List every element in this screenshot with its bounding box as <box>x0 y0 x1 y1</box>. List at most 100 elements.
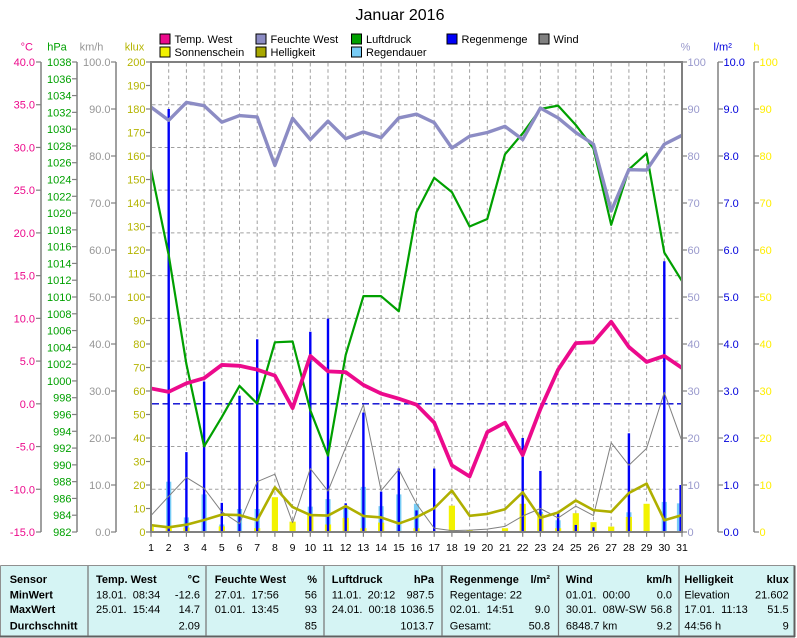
svg-text:140: 140 <box>127 198 145 210</box>
svg-text:0.0: 0.0 <box>724 527 739 539</box>
svg-text:31: 31 <box>676 542 688 554</box>
svg-text:10: 10 <box>688 480 700 492</box>
svg-text:44:56 h: 44:56 h <box>684 621 721 633</box>
svg-text:30.0: 30.0 <box>14 142 35 154</box>
svg-text:170: 170 <box>127 128 145 140</box>
svg-text:994: 994 <box>53 426 71 438</box>
svg-text:80: 80 <box>688 151 700 163</box>
svg-text:Regenmenge: Regenmenge <box>462 34 528 46</box>
svg-text:30: 30 <box>760 386 772 398</box>
svg-text:70: 70 <box>688 198 700 210</box>
svg-text:17: 17 <box>428 542 440 554</box>
svg-text:%: % <box>307 574 317 586</box>
svg-text:15: 15 <box>393 542 405 554</box>
svg-text:1010: 1010 <box>47 292 71 304</box>
svg-text:80: 80 <box>760 151 772 163</box>
svg-text:984: 984 <box>53 510 71 522</box>
svg-text:100: 100 <box>688 57 706 69</box>
svg-text:Temp. West: Temp. West <box>175 34 233 46</box>
svg-text:1018: 1018 <box>47 225 71 237</box>
svg-text:85: 85 <box>305 621 317 633</box>
svg-text:5.0: 5.0 <box>724 292 739 304</box>
svg-text:30: 30 <box>688 386 700 398</box>
svg-text:8: 8 <box>272 542 278 554</box>
svg-text:10: 10 <box>760 480 772 492</box>
svg-text:50.0: 50.0 <box>89 292 110 304</box>
svg-text:3: 3 <box>183 542 189 554</box>
svg-text:1036.5: 1036.5 <box>400 604 434 616</box>
svg-text:10.0: 10.0 <box>14 313 35 325</box>
svg-text:Durchschnitt: Durchschnitt <box>10 621 78 633</box>
svg-text:0.0: 0.0 <box>95 527 110 539</box>
svg-text:40.0: 40.0 <box>89 339 110 351</box>
svg-text:80.0: 80.0 <box>89 151 110 163</box>
svg-text:60: 60 <box>688 245 700 257</box>
svg-text:40: 40 <box>688 339 700 351</box>
svg-text:130: 130 <box>127 222 145 234</box>
svg-text:996: 996 <box>53 410 71 422</box>
svg-text:1014: 1014 <box>47 258 71 270</box>
svg-text:986: 986 <box>53 493 71 505</box>
svg-text:km/h: km/h <box>80 42 104 54</box>
svg-text:24.01. 00:18: 24.01. 00:18 <box>332 604 396 616</box>
svg-text:2: 2 <box>166 542 172 554</box>
svg-text:30.0: 30.0 <box>89 386 110 398</box>
svg-text:9.2: 9.2 <box>657 621 672 633</box>
svg-text:987.5: 987.5 <box>406 589 434 601</box>
svg-text:0.0: 0.0 <box>657 589 672 601</box>
svg-text:1006: 1006 <box>47 326 71 338</box>
svg-text:80: 80 <box>133 339 145 351</box>
svg-text:150: 150 <box>127 175 145 187</box>
svg-text:21: 21 <box>499 542 511 554</box>
svg-text:990: 990 <box>53 460 71 472</box>
svg-text:h: h <box>753 42 759 54</box>
svg-text:50: 50 <box>688 292 700 304</box>
svg-text:24: 24 <box>552 542 564 554</box>
svg-text:40.0: 40.0 <box>14 57 35 69</box>
svg-text:26: 26 <box>588 542 600 554</box>
svg-text:1: 1 <box>148 542 154 554</box>
svg-text:9.0: 9.0 <box>535 604 550 616</box>
svg-text:7: 7 <box>254 542 260 554</box>
svg-text:28: 28 <box>623 542 635 554</box>
svg-text:110: 110 <box>128 269 146 281</box>
svg-text:100.0: 100.0 <box>83 57 111 69</box>
svg-text:20.0: 20.0 <box>89 433 110 445</box>
svg-text:19: 19 <box>464 542 476 554</box>
svg-text:70: 70 <box>760 198 772 210</box>
svg-text:Regenmenge: Regenmenge <box>450 574 519 586</box>
svg-text:°C: °C <box>188 574 200 586</box>
svg-text:35.0: 35.0 <box>14 100 35 112</box>
svg-text:16: 16 <box>411 542 423 554</box>
svg-text:Wind: Wind <box>566 574 593 586</box>
svg-text:982: 982 <box>53 527 71 539</box>
svg-text:1000: 1000 <box>47 376 71 388</box>
svg-text:21.602: 21.602 <box>755 589 789 601</box>
svg-text:4: 4 <box>201 542 207 554</box>
svg-text:56: 56 <box>305 589 317 601</box>
svg-text:0: 0 <box>760 527 766 539</box>
svg-text:22: 22 <box>517 542 529 554</box>
svg-text:9: 9 <box>290 542 296 554</box>
svg-text:100: 100 <box>127 292 145 304</box>
svg-text:Helligkeit: Helligkeit <box>684 574 733 586</box>
svg-text:18.01. 08:34: 18.01. 08:34 <box>96 589 160 601</box>
svg-text:90: 90 <box>688 104 700 116</box>
svg-text:992: 992 <box>53 443 71 455</box>
svg-text:100: 100 <box>760 57 778 69</box>
svg-text:7.0: 7.0 <box>724 198 739 210</box>
svg-text:1032: 1032 <box>47 107 71 119</box>
svg-text:15.0: 15.0 <box>14 271 35 283</box>
svg-text:70.0: 70.0 <box>89 198 110 210</box>
svg-text:30: 30 <box>133 457 145 469</box>
svg-text:2.0: 2.0 <box>724 433 739 445</box>
svg-text:60: 60 <box>133 386 145 398</box>
svg-text:1028: 1028 <box>47 141 71 153</box>
svg-text:hPa: hPa <box>47 42 67 54</box>
svg-text:hPa: hPa <box>414 574 435 586</box>
svg-text:40: 40 <box>760 339 772 351</box>
svg-text:1.0: 1.0 <box>724 480 739 492</box>
svg-text:1024: 1024 <box>47 175 71 187</box>
svg-text:%: % <box>681 42 691 54</box>
svg-text:60: 60 <box>760 245 772 257</box>
